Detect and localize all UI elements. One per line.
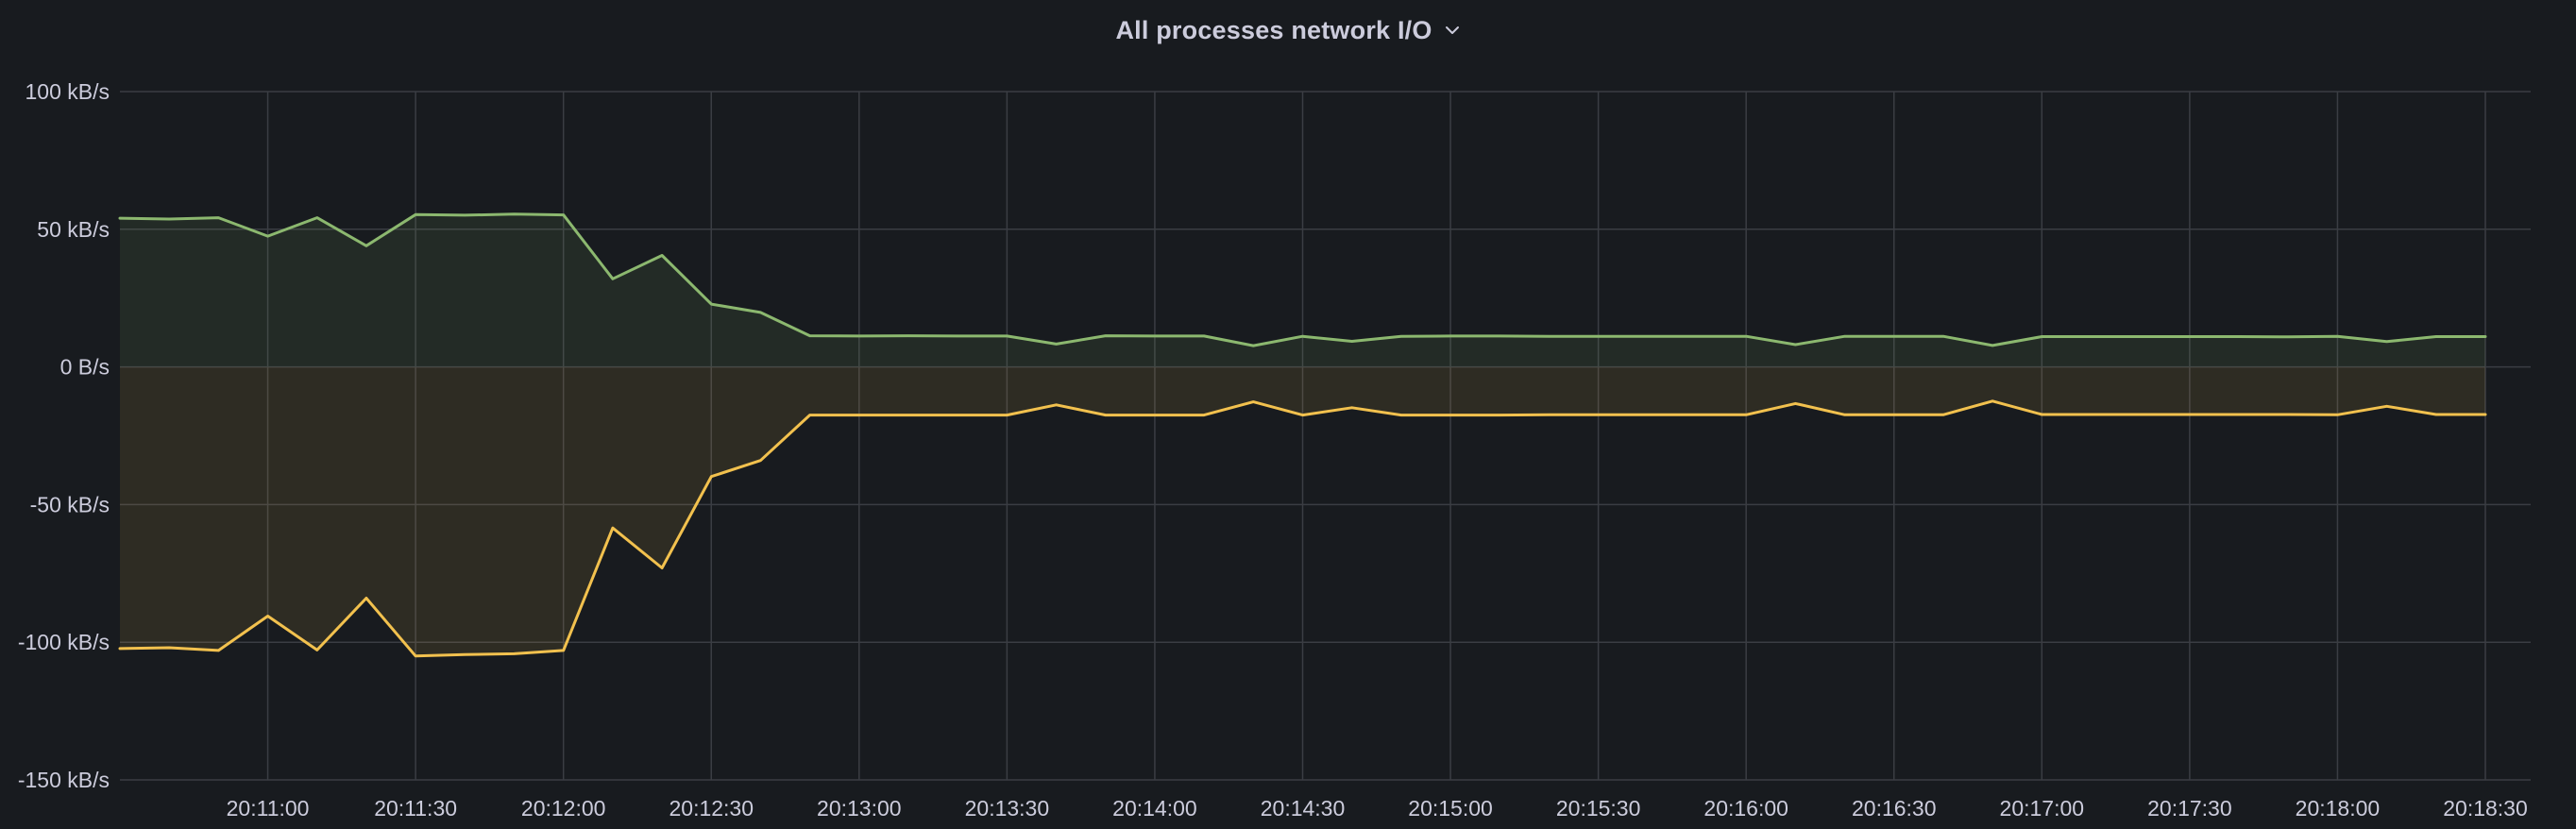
x-tick-label: 20:14:30 <box>1261 796 1346 821</box>
x-tick-label: 20:15:00 <box>1408 796 1493 821</box>
x-tick-label: 20:18:30 <box>2443 796 2528 821</box>
panel-header: All processes network I/O <box>0 0 2576 60</box>
y-axis: 100 kB/s 50 kB/s 0 B/s -50 kB/s -100 kB/s -15… <box>18 79 110 792</box>
y-tick-label: 100 kB/s <box>25 79 110 104</box>
series-lines <box>118 212 2487 658</box>
x-tick-label: 20:16:00 <box>1703 796 1788 821</box>
x-tick-label: 20:11:00 <box>227 796 310 821</box>
y-tick-label: 50 kB/s <box>37 217 110 242</box>
series-area-1 <box>120 213 2485 367</box>
x-tick-label: 20:17:30 <box>2147 796 2232 821</box>
x-tick-label: 20:18:00 <box>2296 796 2381 821</box>
y-tick-label: -150 kB/s <box>18 768 110 792</box>
x-tick-label: 20:11:30 <box>374 796 457 821</box>
x-tick-label: 20:15:30 <box>1556 796 1641 821</box>
series-line-2 <box>118 399 2487 658</box>
x-tick-label: 20:16:30 <box>1852 796 1937 821</box>
panel-title: All processes network I/O <box>1115 15 1432 44</box>
y-tick-label: -100 kB/s <box>18 630 110 654</box>
x-tick-label: 20:17:00 <box>2000 796 2085 821</box>
series-line-1 <box>118 212 2487 347</box>
panel-title-menu[interactable]: All processes network I/O <box>1115 16 1460 45</box>
x-tick-label: 20:13:00 <box>817 796 902 821</box>
grid <box>120 91 2531 781</box>
x-tick-label: 20:12:30 <box>669 796 754 821</box>
chevron-down-icon <box>1445 26 1459 34</box>
x-axis: 20:11:00 20:11:30 20:12:00 20:12:30 20:13:00… <box>227 796 2528 821</box>
y-tick-label: -50 kB/s <box>30 492 110 516</box>
series-areas <box>120 213 2485 656</box>
x-tick-label: 20:14:00 <box>1112 796 1197 821</box>
x-tick-label: 20:12:00 <box>521 796 606 821</box>
x-tick-label: 20:13:30 <box>965 796 1050 821</box>
series-area-2 <box>120 366 2485 656</box>
y-tick-label: 0 B/s <box>60 355 110 380</box>
